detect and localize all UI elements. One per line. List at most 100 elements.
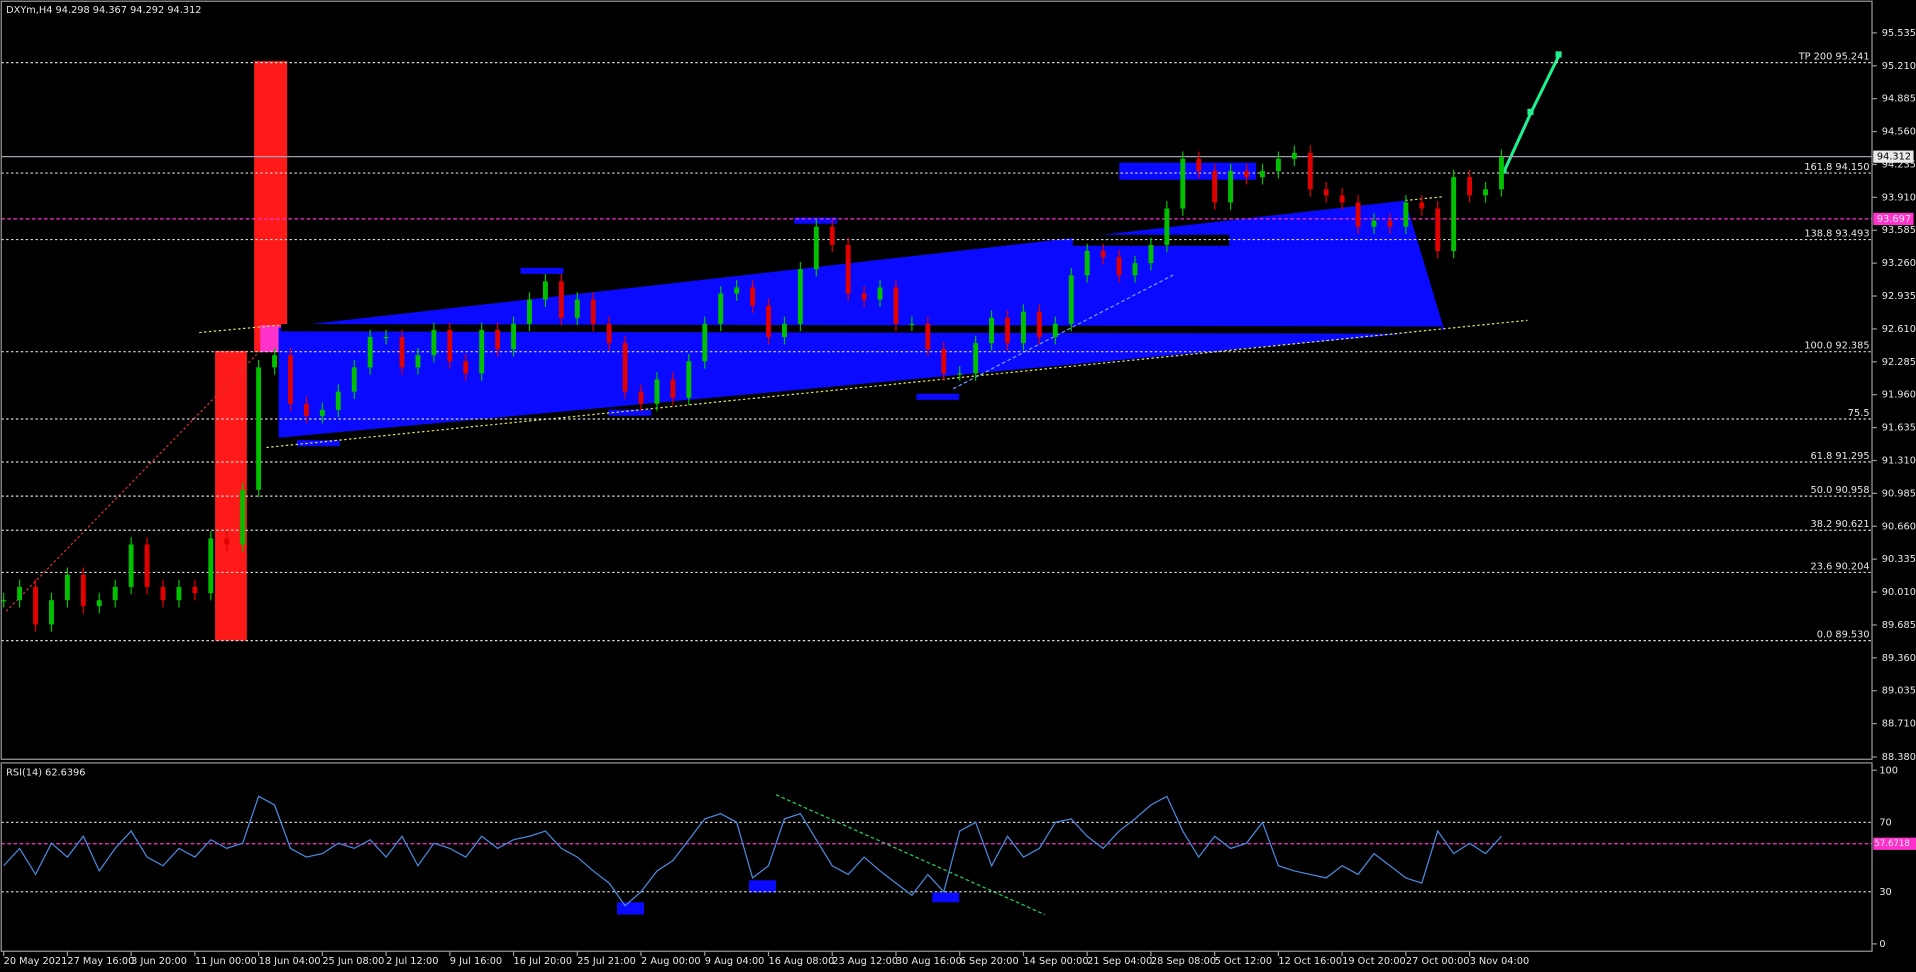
level-label: TP 200 95.241 [1798,52,1870,63]
candle [527,299,532,324]
x-tick-label: 19 Oct 20:00 [1342,956,1406,967]
candle [1132,263,1138,276]
candle [383,337,389,339]
candle [1244,171,1249,178]
candle [686,361,692,398]
trendline [199,324,279,334]
candle [399,337,405,368]
candle [957,373,963,375]
candle [431,329,437,356]
candle [973,343,979,374]
candle [1228,171,1234,203]
level-label: 23.6 90.204 [1811,561,1870,572]
candle [702,323,708,362]
candle [1,600,7,602]
swing-mark [608,409,652,416]
rsi-line [3,795,1502,907]
trendline [266,319,1528,449]
candle [335,391,341,410]
candle [925,323,931,350]
candle [1148,244,1154,264]
y-tick-label: 91.310 [1882,455,1916,466]
candle [1451,177,1457,251]
level-label: 161.8 94.150 [1804,162,1869,173]
rsi-tick-label: 30 [1879,887,1891,898]
candle [590,299,596,324]
candle [670,379,676,398]
candle [1435,208,1441,251]
y-tick-label: 91.635 [1882,423,1916,434]
candle [1483,189,1488,196]
x-tick-label: 6 Sep 20:00 [960,956,1019,967]
rsi-tick-label: 0 [1879,939,1885,950]
candle [1499,156,1504,190]
candle [1467,177,1473,196]
candle [750,287,756,306]
candle [1068,275,1074,324]
x-tick-label: 25 Jul 21:00 [577,956,636,967]
x-tick-label: 9 Jul 16:00 [450,956,502,967]
candle [17,586,23,601]
price-tag [1873,837,1916,850]
y-tick-label: 89.035 [1882,686,1916,697]
y-tick-label: 92.935 [1882,291,1916,302]
x-tick-label: 30 Aug 16:00 [896,956,962,967]
level-label: 0.0 89.530 [1817,630,1870,641]
y-tick-label: 88.380 [1882,752,1916,763]
candle [1355,202,1361,227]
candle [1036,311,1042,338]
x-tick-label: 25 Jun 08:00 [322,956,384,967]
y-tick-label: 90.010 [1882,587,1916,598]
candle [1100,250,1106,258]
trendline [952,274,1174,390]
candle [144,544,150,587]
candle [64,574,70,601]
candle [718,293,724,324]
level-label: 38.2 90.621 [1811,519,1870,530]
candle [367,337,373,368]
x-tick-label: 11 Jun 00:00 [195,956,257,967]
candle [638,391,644,404]
price-tag-label: 93.697 [1877,214,1911,225]
main-frame [0,0,1873,760]
level-label: 61.8 91.295 [1811,451,1870,462]
candle [80,574,86,607]
candle [224,538,230,545]
rsi-tick-label: 70 [1879,817,1891,828]
projection-point [1555,51,1562,58]
level-label: 100.0 92.385 [1804,341,1869,352]
candle [893,287,899,324]
y-tick-label: 92.610 [1882,324,1916,335]
candle [1275,158,1281,172]
candle [319,409,325,416]
y-tick-label: 90.335 [1882,554,1916,565]
candle [447,329,453,362]
candle [495,329,501,350]
x-tick-label: 16 Aug 08:00 [769,956,835,967]
candle [1164,208,1170,245]
candle [33,586,38,625]
candle [766,305,771,338]
y-tick-label: 90.660 [1882,521,1916,532]
y-tick-label: 91.960 [1882,390,1916,401]
swing-mark [794,217,838,224]
level-label: 138.8 93.493 [1804,228,1869,239]
candle [463,361,469,374]
candle [845,244,851,294]
candle [1323,189,1329,196]
swing-mark [520,267,564,274]
x-tick-label: 3 Jun 20:00 [131,956,187,967]
candle [1403,202,1409,227]
candle [1371,220,1377,227]
y-tick-label: 95.535 [1882,28,1916,39]
candle [288,355,293,404]
candle [1084,250,1090,276]
red-zone [254,61,288,353]
candle [989,317,995,344]
x-tick-label: 27 May 16:00 [67,956,134,967]
chart-title: DXYm,H4 94.298 94.367 94.292 94.312 [6,5,201,16]
rsi-frame [0,762,1873,952]
y-tick-label: 92.285 [1882,357,1916,368]
rsi-title: RSI(14) 62.6396 [6,768,85,779]
y-tick-label: 93.585 [1882,225,1916,236]
